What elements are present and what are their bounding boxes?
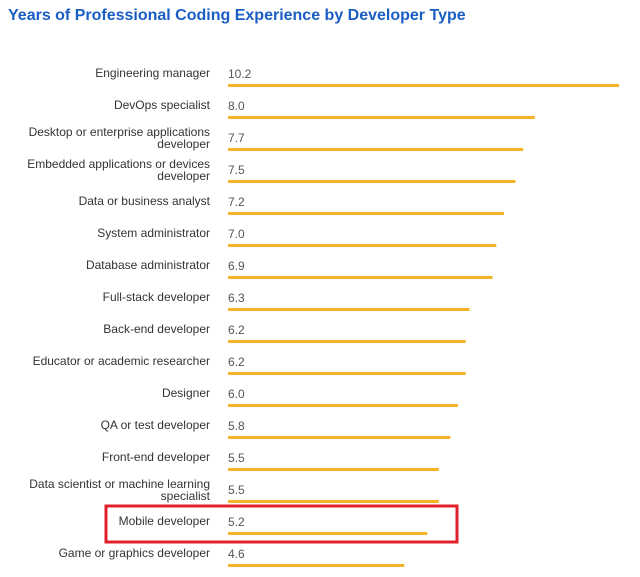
value-label: 7.0	[228, 227, 245, 241]
bar-row-mobile-developer: Mobile developer 5.2	[119, 514, 428, 535]
bar	[228, 116, 535, 119]
category-label: Data or business analyst	[79, 194, 211, 208]
chart-title: Years of Professional Coding Experience …	[8, 7, 466, 24]
bar	[228, 372, 466, 375]
bar-row-educator-or-academic-researcher: Educator or academic researcher 6.2	[33, 354, 466, 375]
value-label: 6.0	[228, 387, 245, 401]
value-label: 7.2	[228, 195, 245, 209]
category-label: Designer	[162, 386, 210, 400]
bar-row-front-end-developer: Front-end developer 5.5	[102, 450, 439, 471]
category-label: QA or test developer	[101, 418, 210, 432]
category-label: Full-stack developer	[103, 290, 210, 304]
category-label: Database administrator	[86, 258, 210, 272]
bar-row-game-or-graphics-developer: Game or graphics developer 4.6	[59, 546, 405, 567]
bar-row-qa-or-test-developer: QA or test developer 5.8	[101, 418, 451, 439]
bar	[228, 308, 470, 311]
bar-row-data-scientist-or-machine-learning-specialist: Data scientist or machine learning specia…	[29, 477, 439, 503]
value-label: 8.0	[228, 99, 245, 113]
bar	[228, 404, 458, 407]
bar-row-database-administrator: Database administrator 6.9	[86, 258, 493, 279]
value-label: 5.5	[228, 483, 245, 497]
value-label: 5.2	[228, 515, 245, 529]
bar	[228, 84, 619, 87]
value-label: 6.2	[228, 355, 245, 369]
bar	[228, 436, 451, 439]
value-label: 4.6	[228, 547, 245, 561]
category-label: Engineering manager	[95, 66, 210, 80]
highlight-box	[104, 504, 459, 544]
value-label: 10.2	[228, 67, 252, 81]
bar-row-back-end-developer: Back-end developer 6.2	[103, 322, 466, 343]
value-label: 6.9	[228, 259, 245, 273]
bar-row-full-stack-developer: Full-stack developer 6.3	[103, 290, 470, 311]
category-label: Game or graphics developer	[59, 546, 210, 560]
value-label: 7.7	[228, 131, 245, 145]
bar-row-embedded-applications-or-devices-developer: Embedded applications or devices develope…	[27, 157, 516, 183]
bar-row-system-administrator: System administrator 7.0	[97, 226, 497, 247]
bar	[228, 244, 497, 247]
bar	[228, 500, 439, 503]
bar	[228, 564, 405, 567]
bar-row-data-or-business-analyst: Data or business analyst 7.2	[79, 194, 504, 215]
category-label: Mobile developer	[119, 514, 210, 528]
value-label: 5.5	[228, 451, 245, 465]
bar	[228, 212, 504, 215]
value-label: 7.5	[228, 163, 245, 177]
category-label: Data scientist or machine learning specia…	[29, 477, 210, 503]
bar	[228, 276, 493, 279]
category-label: Embedded applications or devices develope…	[27, 157, 210, 183]
category-label: System administrator	[97, 226, 210, 240]
bar	[228, 148, 524, 151]
category-label: Educator or academic researcher	[33, 354, 210, 368]
category-label: Desktop or enterprise applications develo…	[29, 125, 210, 151]
category-label: Back-end developer	[103, 322, 210, 336]
bar	[228, 532, 428, 535]
bar-row-devops-specialist: DevOps specialist 8.0	[114, 98, 535, 119]
value-label: 5.8	[228, 419, 245, 433]
value-label: 6.2	[228, 323, 245, 337]
category-label: DevOps specialist	[114, 98, 211, 112]
bar	[228, 340, 466, 343]
bar-row-engineering-manager: Engineering manager 10.2	[95, 66, 619, 87]
bar-row-desktop-or-enterprise-applications-developer: Desktop or enterprise applications develo…	[29, 125, 524, 151]
bar	[228, 180, 516, 183]
bar-row-designer: Designer 6.0	[162, 386, 458, 407]
bar	[228, 468, 439, 471]
category-label: Front-end developer	[102, 450, 210, 464]
value-label: 6.3	[228, 291, 245, 305]
